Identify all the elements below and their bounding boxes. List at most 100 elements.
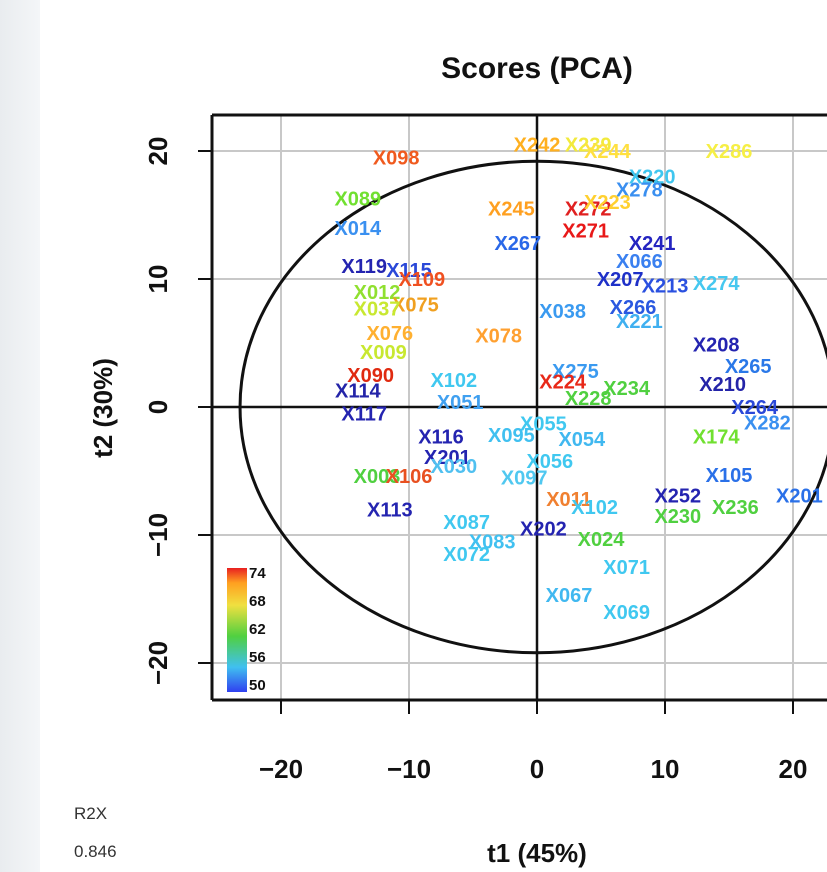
point-label: X051 — [437, 392, 484, 414]
colorbar-gradient — [227, 568, 247, 692]
y-tick-label: 10 — [143, 265, 173, 294]
x-axis-label: t1 (45%) — [487, 838, 587, 868]
point-label: X239 — [565, 135, 612, 157]
point-label: X003 — [354, 466, 401, 488]
point-label: X024 — [578, 529, 626, 551]
y-tick-label: −20 — [143, 641, 173, 685]
axes: −20 −10 0 10 20 −20 −10 0 10 20 — [143, 113, 827, 784]
point-label: X282 — [744, 412, 791, 434]
point-label: X274 — [693, 273, 741, 295]
point-label: X030 — [430, 456, 477, 478]
point-label: X102 — [571, 497, 618, 519]
point-label: X278 — [616, 179, 663, 201]
point-label: X115 — [386, 260, 432, 282]
y-tick-label: 20 — [143, 137, 173, 166]
point-label: X113 — [367, 499, 413, 521]
point-label: X207 — [597, 269, 644, 291]
colorbar-tick-label: 62 — [249, 621, 266, 638]
point-label: X075 — [392, 295, 439, 317]
point-label: X038 — [539, 301, 586, 323]
point-label: X220 — [629, 167, 676, 189]
point-label: X272 — [565, 199, 612, 221]
point-label: X078 — [475, 325, 522, 347]
y-tick-label: −10 — [143, 513, 173, 557]
chart-title: Scores (PCA) — [441, 52, 633, 85]
point-label: X071 — [603, 557, 650, 579]
point-label: X230 — [654, 506, 701, 528]
point-label: X109 — [398, 269, 445, 291]
point-label: X210 — [699, 374, 746, 396]
colorbar-tick-label: 74 — [249, 565, 266, 582]
point-label: X117 — [341, 403, 387, 425]
colorbar-tick-label: 56 — [249, 649, 266, 666]
point-label: X221 — [616, 311, 663, 333]
point-label: X114 — [335, 380, 381, 402]
y-tick-label: 0 — [143, 400, 173, 414]
point-label: X069 — [603, 602, 650, 624]
r2x-value: 0.846 — [74, 842, 117, 861]
point-label: X037 — [354, 298, 401, 320]
x-tick-label: 20 — [779, 754, 808, 784]
x-tick-label: 10 — [651, 754, 680, 784]
point-label: X264 — [731, 397, 779, 419]
point-label: X097 — [501, 467, 548, 489]
x-tick-label: −20 — [259, 754, 303, 784]
point-label: X098 — [373, 147, 420, 169]
point-label: X106 — [386, 466, 433, 488]
point-label: X202 — [520, 519, 567, 541]
grid — [212, 115, 827, 700]
point-label: X056 — [526, 451, 573, 473]
point-label: X009 — [360, 342, 407, 364]
point-label: X116 — [418, 426, 464, 448]
point-label: X241 — [629, 233, 676, 255]
point-label: X076 — [366, 323, 413, 345]
point-label: X055 — [520, 414, 567, 436]
point-label: X102 — [430, 370, 477, 392]
r2x-label: R2X — [74, 804, 108, 823]
point-label: X072 — [443, 544, 490, 566]
colorbar-tick-label: 68 — [249, 593, 266, 610]
point-label: X252 — [654, 485, 701, 507]
point-label: X201 — [424, 447, 471, 469]
x-tick-label: −10 — [387, 754, 431, 784]
point-label: X095 — [488, 425, 535, 447]
point-label: X271 — [562, 220, 609, 242]
point-label: X234 — [603, 378, 651, 400]
point-label: X067 — [546, 585, 593, 607]
point-label: X087 — [443, 512, 490, 534]
point-label: X224 — [539, 371, 587, 393]
point-label: X213 — [642, 275, 689, 297]
point-label: X054 — [558, 429, 606, 451]
point-label: X011 — [546, 489, 592, 511]
left-panel-strip — [0, 0, 40, 872]
point-label: X265 — [725, 356, 772, 378]
point-label: X201 — [776, 485, 823, 507]
y-axis-label: t2 (30%) — [88, 358, 118, 458]
point-label: X208 — [693, 334, 740, 356]
point-label: X089 — [334, 188, 381, 210]
point-label: X266 — [610, 297, 657, 319]
point-label: X236 — [712, 497, 759, 519]
point-label: X083 — [469, 531, 516, 553]
confidence-ellipse — [238, 159, 827, 655]
point-label: X245 — [488, 199, 535, 221]
point-label: X174 — [693, 426, 741, 448]
point-label: X119 — [341, 256, 387, 278]
point-label: X223 — [584, 192, 631, 214]
point-label: X105 — [706, 465, 753, 487]
point-label: X244 — [584, 141, 632, 163]
point-label: X242 — [514, 135, 561, 157]
point-label: X066 — [616, 251, 663, 273]
point-label: X012 — [354, 282, 401, 304]
point-label: X090 — [347, 365, 394, 387]
point-label: X275 — [552, 361, 599, 383]
colorbar-legend: 74 68 62 56 50 — [227, 565, 266, 694]
colorbar-tick-label: 50 — [249, 677, 266, 694]
point-label: X228 — [565, 388, 612, 410]
x-tick-label: 0 — [530, 754, 544, 784]
point-label: X286 — [706, 141, 753, 163]
point-label: X014 — [334, 218, 382, 240]
point-label: X267 — [494, 233, 541, 255]
